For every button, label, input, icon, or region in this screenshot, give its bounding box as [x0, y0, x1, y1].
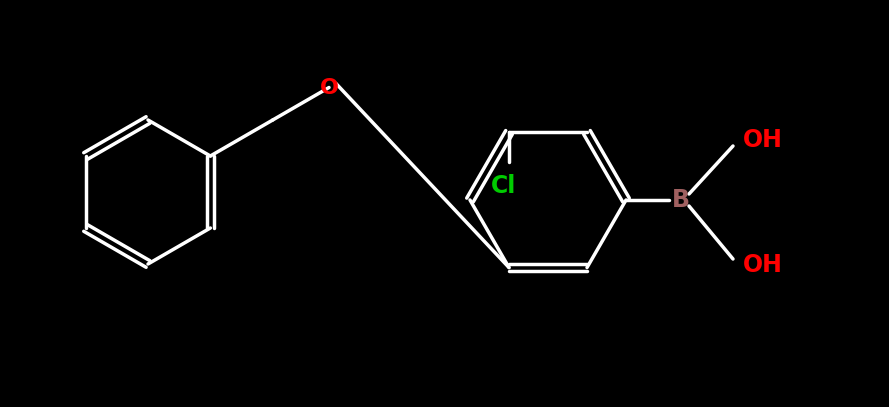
Text: Cl: Cl: [492, 175, 517, 199]
Text: OH: OH: [743, 253, 783, 277]
Text: B: B: [672, 188, 690, 212]
Text: OH: OH: [743, 128, 783, 152]
Text: O: O: [319, 77, 339, 98]
